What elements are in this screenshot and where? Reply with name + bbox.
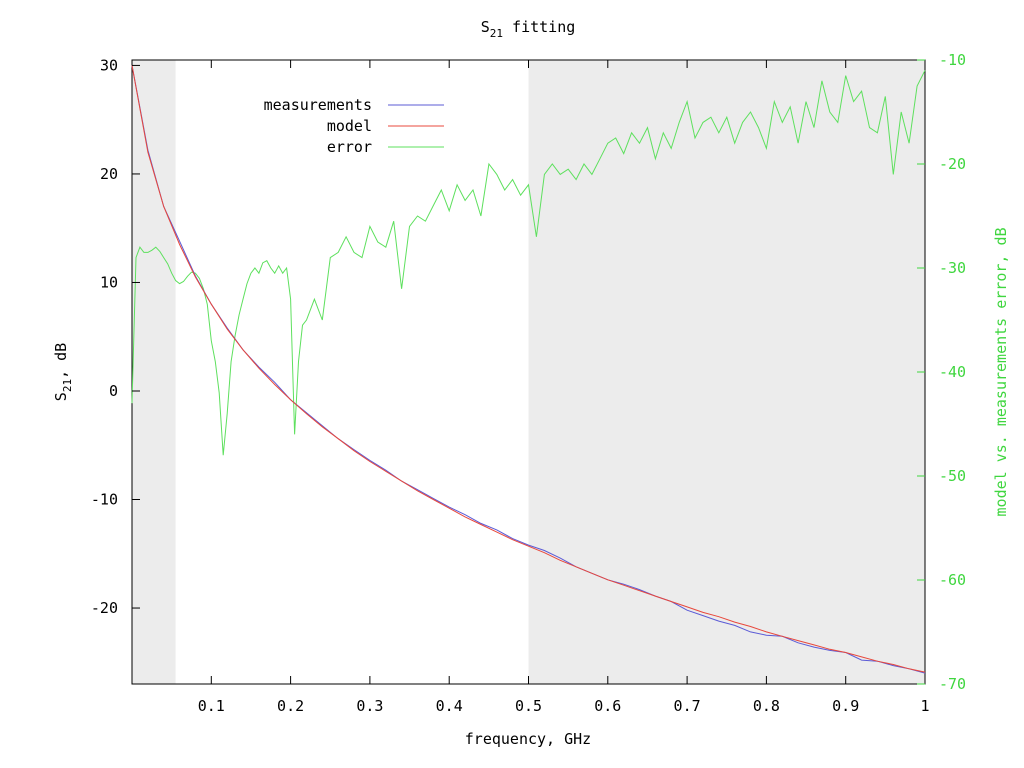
y-tick-label: -10 [91,491,118,509]
x-tick-label: 0.9 [832,697,859,715]
x-tick-label: 0.3 [356,697,383,715]
y2-axis-label: model vs. measurements error, dB [992,228,1010,517]
x-tick-label: 0.7 [674,697,701,715]
series-lines [131,65,926,674]
y2-tick-label: -60 [939,571,966,589]
legend-label-error: error [327,138,372,156]
y2-tick-label: -40 [939,363,966,381]
legend-label-measurements: measurements [264,96,372,114]
x-tick-label: 0.6 [594,697,621,715]
shaded-region-1 [528,60,925,684]
x-tick-label: 0.8 [753,697,780,715]
series-line-measurements [131,65,926,674]
y-tick-label: -20 [91,599,118,617]
y-tick-label: 10 [100,273,118,291]
x-axis-label: frequency, GHz [465,730,591,748]
axis-ticks: 0.1 0.2 0.3 0.4 0.5 0.6 0.7 0.8 0.9 1 30 20 10 0 -10 -2… [91,51,966,715]
y2-tick-label: -30 [939,259,966,277]
y2-tick-label: -70 [939,675,966,693]
y2-tick-label: -50 [939,467,966,485]
x-tick-label: 0.1 [198,697,225,715]
x-tick-label: 0.4 [436,697,463,715]
shaded-regions [132,60,925,684]
shaded-region-0 [132,60,176,684]
series-line-model [131,65,926,673]
x-tick-label: 1 [920,697,929,715]
y-tick-label: 0 [109,382,118,400]
y2-tick-label: -20 [939,155,966,173]
x-tick-label: 0.2 [277,697,304,715]
y-tick-label: 20 [100,165,118,183]
chart-title: S21 fitting [481,18,576,40]
x-tick-label: 0.5 [515,697,542,715]
y-axis-label: S21, dB [52,343,74,401]
series-line-error [131,70,926,456]
y-tick-label: 30 [100,56,118,74]
legend-label-model: model [327,117,372,135]
y2-tick-label: -10 [939,51,966,69]
legend: measurements model error [264,96,444,156]
